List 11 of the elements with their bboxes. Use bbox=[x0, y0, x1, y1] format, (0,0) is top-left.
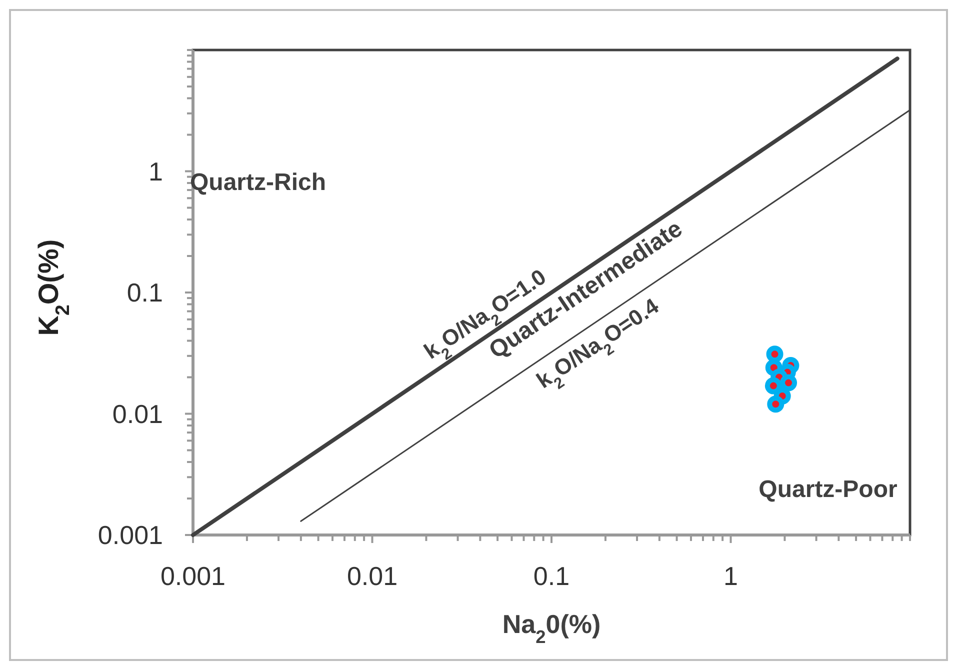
x-tick-label: 0.001 bbox=[160, 561, 226, 591]
x-tick-label: 0.1 bbox=[533, 561, 570, 591]
y-tick-label: 0.01 bbox=[112, 398, 163, 429]
y-tick-label: 1 bbox=[148, 156, 163, 186]
x-tick-label: 0.01 bbox=[346, 561, 398, 591]
x-tick-label: 1 bbox=[724, 561, 738, 591]
y-tick-label: 0.1 bbox=[126, 278, 163, 308]
y-tick-label: 0.001 bbox=[98, 520, 163, 550]
annotation: Quartz-Poor bbox=[758, 476, 898, 503]
x-axis-title: Na$_{2}$0(%) bbox=[502, 609, 601, 647]
annotation: Quartz-Rich bbox=[190, 169, 326, 196]
